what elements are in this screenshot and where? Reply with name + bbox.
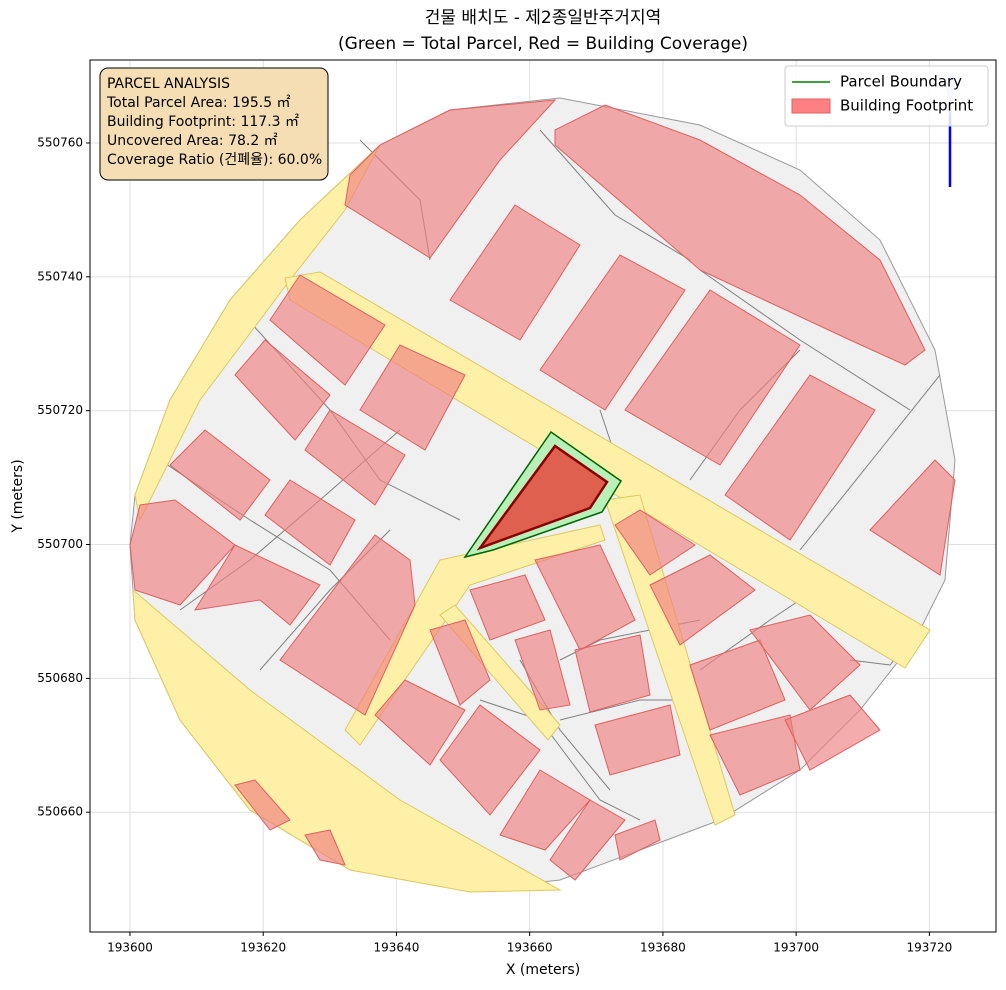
x-tick-label: 193640	[374, 941, 420, 955]
annotation-line: Coverage Ratio (건폐율): 60.0%	[107, 152, 322, 168]
legend-label: Building Footprint	[840, 97, 973, 115]
legend-box	[784, 65, 989, 127]
legend: Parcel Boundary Building Footprint	[791, 73, 973, 115]
x-tick-label: 193600	[107, 941, 153, 955]
y-axis-label: Y (meters)	[10, 459, 26, 533]
annotation-box	[99, 67, 329, 181]
chart-subtitle: (Green = Total Parcel, Red = Building Co…	[338, 34, 748, 54]
road	[132, 588, 562, 893]
y-tick-label: 550740	[37, 269, 83, 283]
x-tick-label: 193660	[507, 941, 553, 955]
annotation-line: Total Parcel Area: 195.5 ㎡	[106, 95, 291, 111]
plot-frame	[89, 59, 997, 933]
annotation-line: PARCEL ANALYSIS	[107, 76, 230, 92]
buildings	[129, 99, 956, 881]
x-tick-label: 193680	[640, 941, 686, 955]
y-tick-label: 550760	[37, 135, 83, 149]
road	[134, 144, 381, 522]
site-map	[129, 74, 956, 893]
legend-label: Parcel Boundary	[840, 73, 962, 91]
road	[344, 524, 606, 746]
annotation-line: Uncovered Area: 78.2 ㎡	[107, 133, 278, 149]
y-tick-label: 550720	[37, 403, 83, 417]
y-tick-label: 550680	[37, 671, 83, 685]
annotation-line: Building Footprint: 117.3 ㎡	[107, 114, 299, 130]
building-footprint	[476, 444, 609, 551]
x-tick-label: 193700	[773, 941, 819, 955]
annotation: PARCEL ANALYSIS Total Parcel Area: 195.5 …	[106, 76, 322, 168]
chart-title: 건물 배치도 - 제2종일반주거지역	[425, 8, 661, 28]
legend-swatch	[791, 98, 831, 114]
road	[604, 494, 736, 826]
x-tick-label: 193720	[906, 941, 952, 955]
x-tick-label: 193620	[240, 941, 286, 955]
y-tick-label: 550660	[37, 805, 83, 819]
x-axis-label: X (meters)	[506, 962, 580, 978]
y-tick-label: 550700	[37, 537, 83, 551]
